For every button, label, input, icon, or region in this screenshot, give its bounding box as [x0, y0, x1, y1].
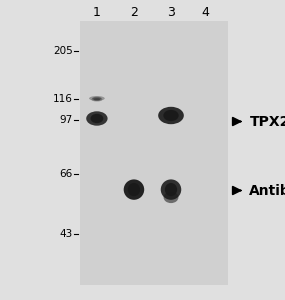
Ellipse shape: [158, 107, 184, 124]
Text: TPX2: TPX2: [249, 115, 285, 128]
Text: 43: 43: [60, 229, 73, 239]
Ellipse shape: [91, 114, 103, 123]
Text: 205: 205: [53, 46, 73, 56]
Text: 3: 3: [167, 6, 175, 20]
Text: 2: 2: [130, 6, 138, 20]
Ellipse shape: [89, 96, 105, 101]
Bar: [80, 21, 228, 285]
Ellipse shape: [91, 98, 102, 101]
Ellipse shape: [86, 111, 108, 126]
Ellipse shape: [128, 183, 140, 196]
Ellipse shape: [161, 179, 181, 200]
Ellipse shape: [163, 110, 179, 121]
Ellipse shape: [164, 192, 178, 203]
Text: Antibody: Antibody: [249, 184, 285, 197]
Ellipse shape: [124, 179, 144, 200]
Ellipse shape: [94, 98, 100, 101]
Text: 66: 66: [60, 169, 73, 179]
Text: 4: 4: [201, 6, 209, 20]
Text: 116: 116: [53, 94, 73, 104]
Text: 97: 97: [60, 115, 73, 125]
Ellipse shape: [92, 97, 102, 100]
Ellipse shape: [165, 183, 177, 196]
Text: 1: 1: [93, 6, 101, 20]
